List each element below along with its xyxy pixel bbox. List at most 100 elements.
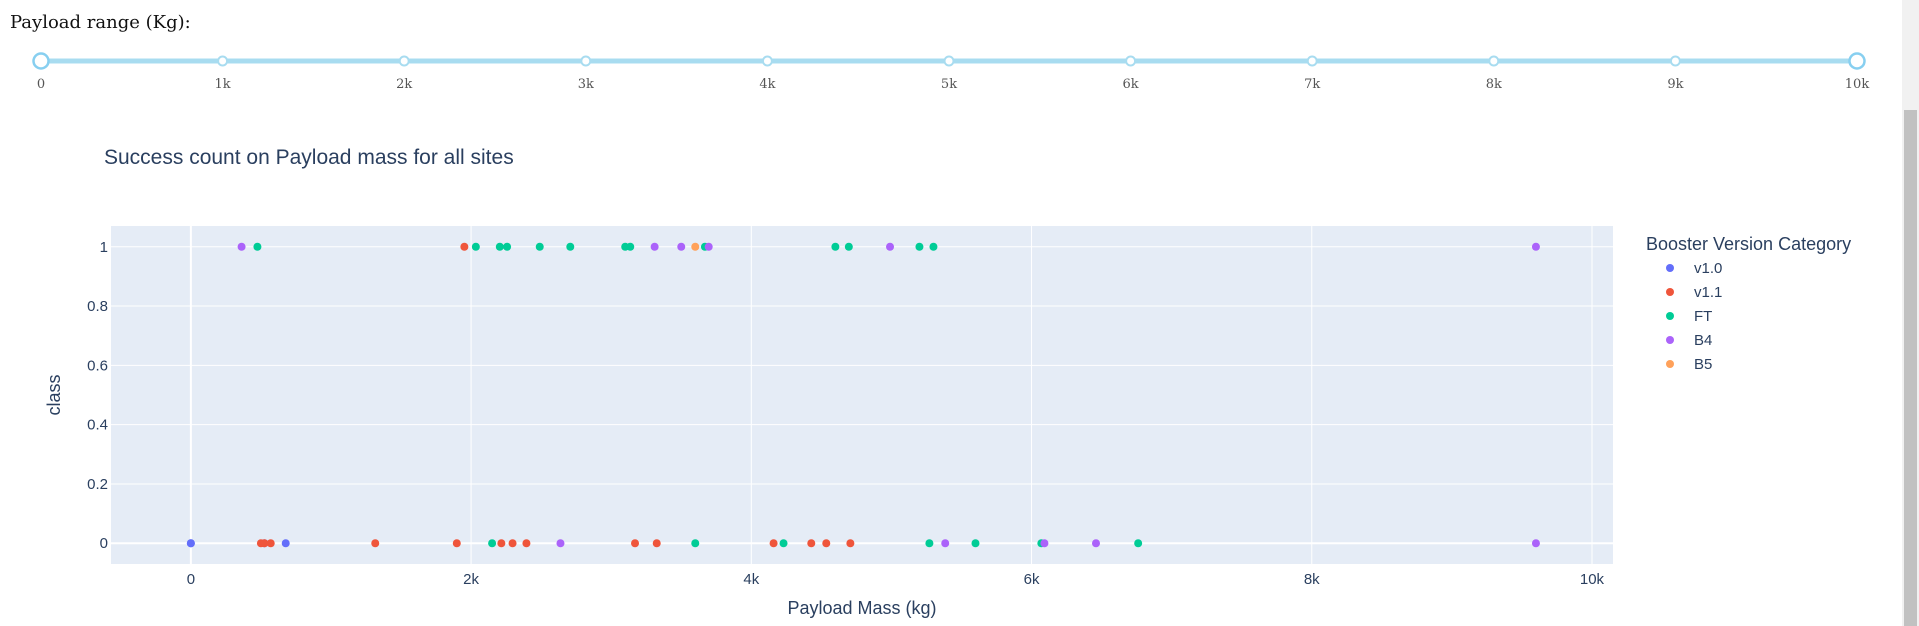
- data-point[interactable]: [253, 242, 262, 251]
- legend-item[interactable]: v1.0: [1666, 260, 1722, 277]
- slider-mark-dot: [398, 55, 410, 67]
- data-point[interactable]: [452, 539, 461, 548]
- data-point[interactable]: [495, 242, 504, 251]
- data-point[interactable]: [497, 539, 506, 548]
- vertical-scrollbar[interactable]: [1902, 0, 1919, 626]
- data-point[interactable]: [503, 242, 512, 251]
- data-point[interactable]: [566, 242, 575, 251]
- data-point[interactable]: [831, 242, 840, 251]
- x-tick-label: 2k: [463, 571, 479, 588]
- series-b4: [237, 242, 1540, 548]
- x-tick-label: 10k: [1580, 571, 1605, 588]
- data-point[interactable]: [522, 539, 531, 548]
- slider-mark-label: 3k: [578, 77, 594, 92]
- data-point[interactable]: [691, 242, 700, 251]
- data-point[interactable]: [631, 539, 640, 548]
- series-b5: [691, 242, 700, 251]
- data-point[interactable]: [237, 242, 246, 251]
- legend-label: B5: [1694, 356, 1712, 373]
- data-point[interactable]: [650, 242, 659, 251]
- slider-mark-label: 5k: [941, 77, 957, 92]
- slider-mark-dot: [580, 55, 592, 67]
- slider-mark-dot: [761, 55, 773, 67]
- slider-mark-label: 0: [37, 77, 45, 92]
- plot-area: [111, 226, 1613, 564]
- legend-label: v1.1: [1694, 284, 1722, 301]
- data-point[interactable]: [1134, 539, 1143, 548]
- y-axis-title: class: [44, 374, 64, 415]
- slider-mark-dot: [1306, 55, 1318, 67]
- data-point[interactable]: [704, 242, 713, 251]
- data-point[interactable]: [460, 242, 469, 251]
- series-ft: [253, 242, 1143, 548]
- scrollbar-thumb[interactable]: [1904, 110, 1917, 626]
- legend-marker: [1666, 336, 1674, 344]
- legend-marker: [1666, 264, 1674, 272]
- legend-item[interactable]: B5: [1666, 356, 1712, 373]
- data-point[interactable]: [371, 539, 380, 548]
- data-point[interactable]: [929, 242, 938, 251]
- data-point[interactable]: [535, 242, 544, 251]
- data-point[interactable]: [971, 539, 980, 548]
- data-point[interactable]: [941, 539, 950, 548]
- data-point[interactable]: [471, 242, 480, 251]
- data-point[interactable]: [1531, 539, 1540, 548]
- data-point[interactable]: [886, 242, 895, 251]
- data-point[interactable]: [556, 539, 565, 548]
- x-tick-label: 0: [187, 571, 195, 588]
- data-point[interactable]: [488, 539, 497, 548]
- slider-mark-label: 10k: [1845, 77, 1870, 92]
- slider-mark-label: 4k: [759, 77, 775, 92]
- slider-mark-dot: [217, 55, 229, 67]
- slider-mark-label: 8k: [1486, 77, 1502, 92]
- slider-mark-label: 7k: [1304, 77, 1320, 92]
- data-point[interactable]: [1531, 242, 1540, 251]
- chart-title: Success count on Payload mass for all si…: [104, 146, 514, 169]
- data-point[interactable]: [508, 539, 517, 548]
- data-point[interactable]: [677, 242, 686, 251]
- data-point[interactable]: [626, 242, 635, 251]
- legend-marker: [1666, 288, 1674, 296]
- slider-mark-label: 6k: [1123, 77, 1139, 92]
- x-tick-label: 4k: [743, 571, 759, 588]
- data-point[interactable]: [1091, 539, 1100, 548]
- slider-handle-max[interactable]: [1848, 52, 1866, 70]
- data-point[interactable]: [915, 242, 924, 251]
- data-point[interactable]: [266, 539, 275, 548]
- y-tick-label: 1: [100, 239, 108, 256]
- series-v1-1: [256, 242, 855, 548]
- data-point[interactable]: [807, 539, 816, 548]
- data-point[interactable]: [769, 539, 778, 548]
- y-tick-label: 0.2: [87, 476, 108, 493]
- legend-item[interactable]: v1.1: [1666, 284, 1722, 301]
- data-point[interactable]: [691, 539, 700, 548]
- data-point[interactable]: [260, 539, 269, 548]
- data-point[interactable]: [822, 539, 831, 548]
- legend-title: Booster Version Category: [1646, 234, 1851, 254]
- data-point[interactable]: [846, 539, 855, 548]
- y-tick-label: 0: [100, 535, 108, 552]
- data-point[interactable]: [925, 539, 934, 548]
- legend-marker: [1666, 360, 1674, 368]
- data-point[interactable]: [1040, 539, 1049, 548]
- legend-label: FT: [1694, 308, 1712, 325]
- slider-mark-dot: [1669, 55, 1681, 67]
- legend-item[interactable]: FT: [1666, 308, 1712, 325]
- legend-label: B4: [1694, 332, 1712, 349]
- y-tick-label: 0.8: [87, 298, 108, 315]
- slider-mark-label: 1k: [215, 77, 231, 92]
- y-tick-label: 0.4: [87, 417, 108, 434]
- data-point[interactable]: [281, 539, 290, 548]
- data-point[interactable]: [779, 539, 788, 548]
- slider-handle-min[interactable]: [32, 52, 50, 70]
- payload-range-slider[interactable]: 0 1k 2k 3k 4k 5k 6k 7k 8k 9k 10k: [0, 0, 1900, 100]
- data-point[interactable]: [186, 539, 195, 548]
- data-point[interactable]: [652, 539, 661, 548]
- slider-mark-dot: [1488, 55, 1500, 67]
- payload-range-label: Payload range (Kg):: [10, 12, 191, 33]
- legend-marker: [1666, 312, 1674, 320]
- x-axis-title: Payload Mass (kg): [787, 598, 936, 618]
- legend-item[interactable]: B4: [1666, 332, 1712, 349]
- data-point[interactable]: [844, 242, 853, 251]
